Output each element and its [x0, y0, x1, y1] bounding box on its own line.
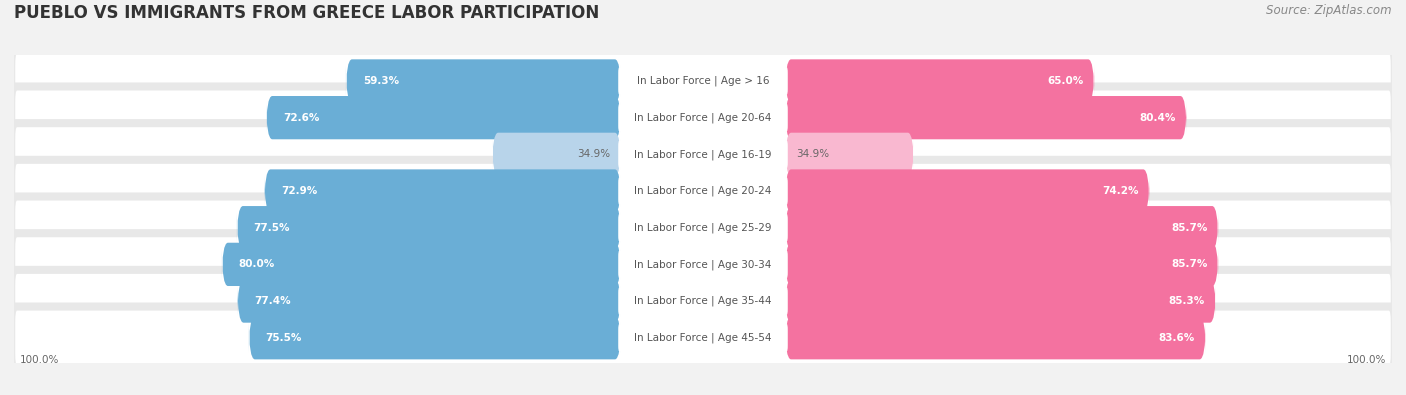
Text: 80.0%: 80.0% — [239, 260, 276, 269]
FancyBboxPatch shape — [785, 316, 1205, 359]
FancyBboxPatch shape — [15, 54, 1391, 108]
FancyBboxPatch shape — [15, 237, 1391, 292]
Text: 74.2%: 74.2% — [1102, 186, 1139, 196]
Text: 72.9%: 72.9% — [281, 186, 318, 196]
FancyBboxPatch shape — [11, 303, 1395, 373]
Text: In Labor Force | Age 25-29: In Labor Force | Age 25-29 — [634, 222, 772, 233]
FancyBboxPatch shape — [11, 156, 1395, 226]
FancyBboxPatch shape — [619, 324, 787, 351]
FancyBboxPatch shape — [222, 243, 621, 286]
FancyBboxPatch shape — [11, 46, 1395, 116]
FancyBboxPatch shape — [15, 274, 1391, 328]
FancyBboxPatch shape — [15, 127, 1391, 181]
FancyBboxPatch shape — [15, 201, 1391, 255]
Text: In Labor Force | Age > 16: In Labor Force | Age > 16 — [637, 76, 769, 86]
Text: 72.6%: 72.6% — [283, 113, 319, 123]
FancyBboxPatch shape — [785, 243, 1218, 286]
Text: 34.9%: 34.9% — [576, 149, 610, 159]
FancyBboxPatch shape — [11, 229, 1395, 299]
FancyBboxPatch shape — [238, 206, 621, 249]
FancyBboxPatch shape — [15, 90, 1391, 145]
FancyBboxPatch shape — [785, 279, 1216, 323]
FancyBboxPatch shape — [11, 266, 1395, 336]
Text: 83.6%: 83.6% — [1159, 333, 1195, 343]
Text: In Labor Force | Age 20-24: In Labor Force | Age 20-24 — [634, 186, 772, 196]
Text: 100.0%: 100.0% — [20, 356, 59, 365]
Text: 80.4%: 80.4% — [1139, 113, 1175, 123]
FancyBboxPatch shape — [619, 288, 787, 314]
FancyBboxPatch shape — [15, 310, 1391, 365]
Text: 65.0%: 65.0% — [1047, 76, 1084, 86]
FancyBboxPatch shape — [619, 104, 787, 131]
Text: 77.4%: 77.4% — [254, 296, 291, 306]
Text: 100.0%: 100.0% — [1347, 356, 1386, 365]
FancyBboxPatch shape — [785, 96, 1187, 139]
FancyBboxPatch shape — [11, 192, 1395, 263]
FancyBboxPatch shape — [264, 169, 621, 213]
FancyBboxPatch shape — [619, 68, 787, 94]
Text: In Labor Force | Age 30-34: In Labor Force | Age 30-34 — [634, 259, 772, 270]
FancyBboxPatch shape — [11, 83, 1395, 153]
FancyBboxPatch shape — [785, 59, 1094, 103]
FancyBboxPatch shape — [11, 119, 1395, 190]
Text: Source: ZipAtlas.com: Source: ZipAtlas.com — [1267, 4, 1392, 17]
FancyBboxPatch shape — [619, 177, 787, 205]
Text: 85.7%: 85.7% — [1171, 260, 1208, 269]
Text: In Labor Force | Age 45-54: In Labor Force | Age 45-54 — [634, 333, 772, 343]
FancyBboxPatch shape — [619, 141, 787, 168]
FancyBboxPatch shape — [619, 251, 787, 278]
FancyBboxPatch shape — [492, 133, 621, 176]
Text: 75.5%: 75.5% — [266, 333, 302, 343]
Text: 34.9%: 34.9% — [796, 149, 830, 159]
FancyBboxPatch shape — [266, 96, 621, 139]
Text: In Labor Force | Age 35-44: In Labor Force | Age 35-44 — [634, 296, 772, 306]
Text: 77.5%: 77.5% — [253, 223, 290, 233]
Text: 59.3%: 59.3% — [363, 76, 399, 86]
Legend: Pueblo, Immigrants from Greece: Pueblo, Immigrants from Greece — [578, 391, 828, 395]
Text: PUEBLO VS IMMIGRANTS FROM GREECE LABOR PARTICIPATION: PUEBLO VS IMMIGRANTS FROM GREECE LABOR P… — [14, 4, 599, 22]
Text: 85.7%: 85.7% — [1171, 223, 1208, 233]
FancyBboxPatch shape — [346, 59, 621, 103]
FancyBboxPatch shape — [238, 279, 621, 323]
FancyBboxPatch shape — [785, 133, 914, 176]
FancyBboxPatch shape — [785, 169, 1149, 213]
Text: In Labor Force | Age 16-19: In Labor Force | Age 16-19 — [634, 149, 772, 160]
FancyBboxPatch shape — [249, 316, 621, 359]
FancyBboxPatch shape — [15, 164, 1391, 218]
Text: In Labor Force | Age 20-64: In Labor Force | Age 20-64 — [634, 113, 772, 123]
Text: 85.3%: 85.3% — [1168, 296, 1205, 306]
FancyBboxPatch shape — [785, 206, 1218, 249]
FancyBboxPatch shape — [619, 214, 787, 241]
